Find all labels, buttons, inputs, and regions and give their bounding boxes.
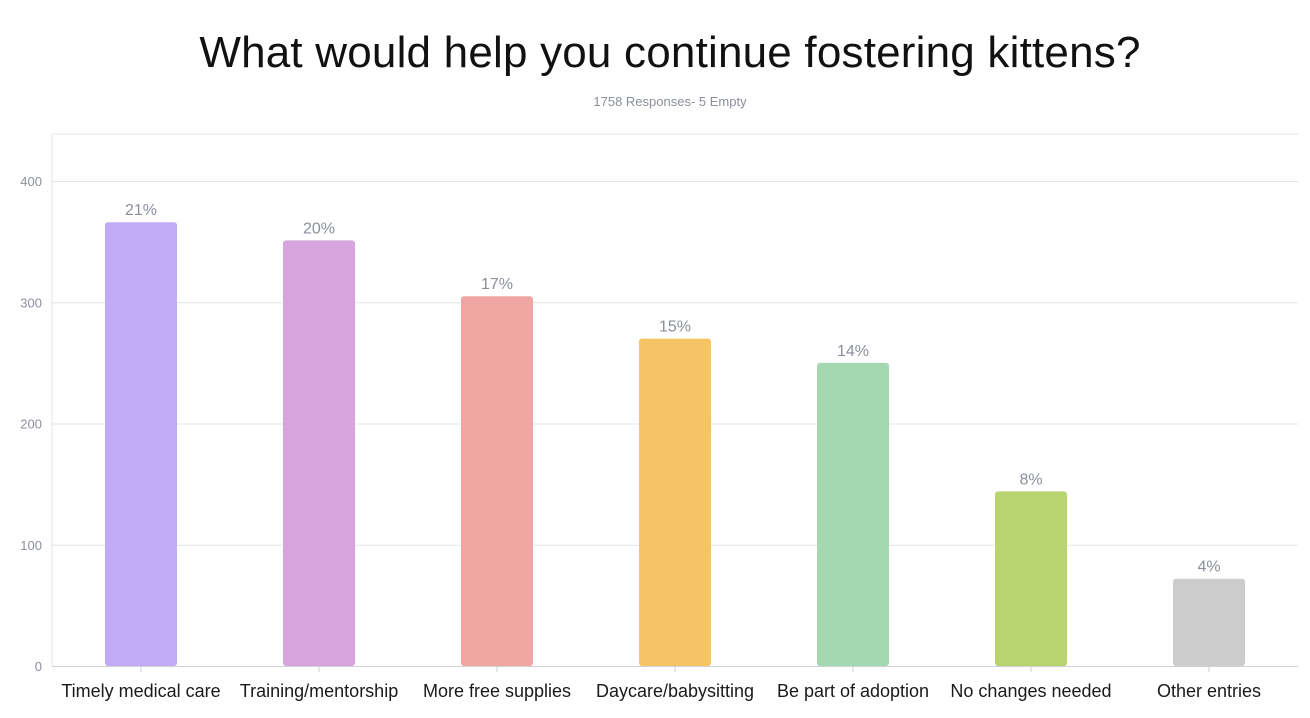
- bar[interactable]: [1173, 578, 1245, 666]
- bar-layer: [105, 222, 1245, 666]
- chart-subtitle: 1758 Responses- 5 Empty: [593, 94, 747, 109]
- x-category-label: No changes needed: [950, 681, 1111, 701]
- y-tick-label: 0: [35, 659, 42, 674]
- x-category-label: Be part of adoption: [777, 681, 929, 701]
- y-tick-label: 200: [20, 417, 42, 432]
- x-category-label: Timely medical care: [61, 681, 220, 701]
- y-tick-label: 300: [20, 295, 42, 310]
- y-tick-label: 400: [20, 174, 42, 189]
- bar-data-label: 8%: [1019, 471, 1042, 488]
- bar[interactable]: [995, 491, 1067, 666]
- bar[interactable]: [283, 240, 355, 666]
- x-category-label: Other entries: [1157, 681, 1261, 701]
- bar[interactable]: [639, 338, 711, 666]
- label-layer: 0 100 200 300 400 21% Timely medical care 20% Tr…: [20, 174, 1261, 701]
- bar-data-label: 14%: [837, 343, 869, 360]
- x-category-label: More free supplies: [423, 681, 571, 701]
- bar[interactable]: [817, 362, 889, 666]
- bar-data-label: 4%: [1197, 559, 1220, 576]
- x-category-label: Daycare/babysitting: [596, 681, 754, 701]
- bar-data-label: 15%: [659, 319, 691, 336]
- bar-data-label: 17%: [481, 276, 513, 293]
- x-category-label: Training/mentorship: [240, 681, 398, 701]
- chart-title: What would help you continue fostering k…: [199, 28, 1141, 77]
- bar-data-label: 20%: [303, 220, 335, 237]
- grid-layer: [51, 133, 1298, 672]
- bar-data-label: 21%: [125, 202, 157, 219]
- bar[interactable]: [461, 296, 533, 666]
- bar[interactable]: [105, 222, 177, 666]
- y-tick-label: 100: [20, 538, 42, 553]
